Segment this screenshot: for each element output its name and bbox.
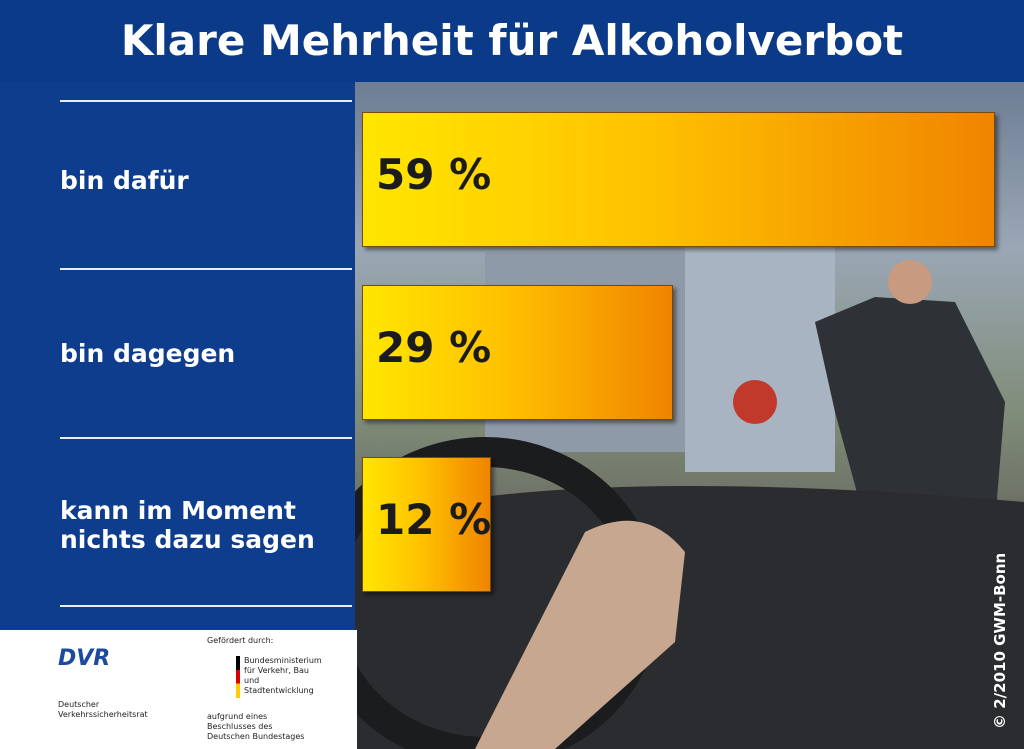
separator [60, 268, 352, 270]
separator [60, 100, 352, 102]
hand [475, 520, 685, 749]
banner [0, 0, 1024, 82]
category-label: bin dagegen [60, 338, 236, 368]
separator [60, 605, 352, 607]
value-label: 29 % [376, 323, 492, 372]
category-label: bin dafür [60, 165, 189, 195]
flag [236, 656, 240, 698]
value-label: 59 % [376, 150, 492, 199]
copyright: © 2/2010 GWM-Bonn [991, 552, 1009, 729]
bar [362, 112, 996, 247]
building [685, 242, 835, 472]
head [888, 260, 932, 304]
category-panel [0, 82, 355, 630]
bar [362, 285, 674, 420]
logo: DVR [58, 646, 111, 671]
resolution: aufgrund eines Beschlusses des Deutschen… [207, 712, 305, 741]
funded-by: Gefördert durch: [207, 636, 274, 645]
value-label: 12 % [376, 495, 492, 544]
stop-sign [733, 380, 777, 424]
separator [60, 437, 352, 439]
bar [362, 457, 491, 592]
photo-shapes [310, 242, 1024, 749]
organization: Deutscher Verkehrssicherheitsrat [58, 700, 148, 719]
chart-title: Klare Mehrheit für Alkoholverbot [120, 16, 904, 65]
category-label: kann im Moment nichts dazu sagen [60, 496, 315, 554]
footer: DVR Deutscher Verkehrssicherheitsrat Gef… [0, 630, 357, 749]
ministry: Bundesministerium für Verkehr, Bau und S… [244, 656, 322, 695]
police-officer [815, 297, 1005, 522]
